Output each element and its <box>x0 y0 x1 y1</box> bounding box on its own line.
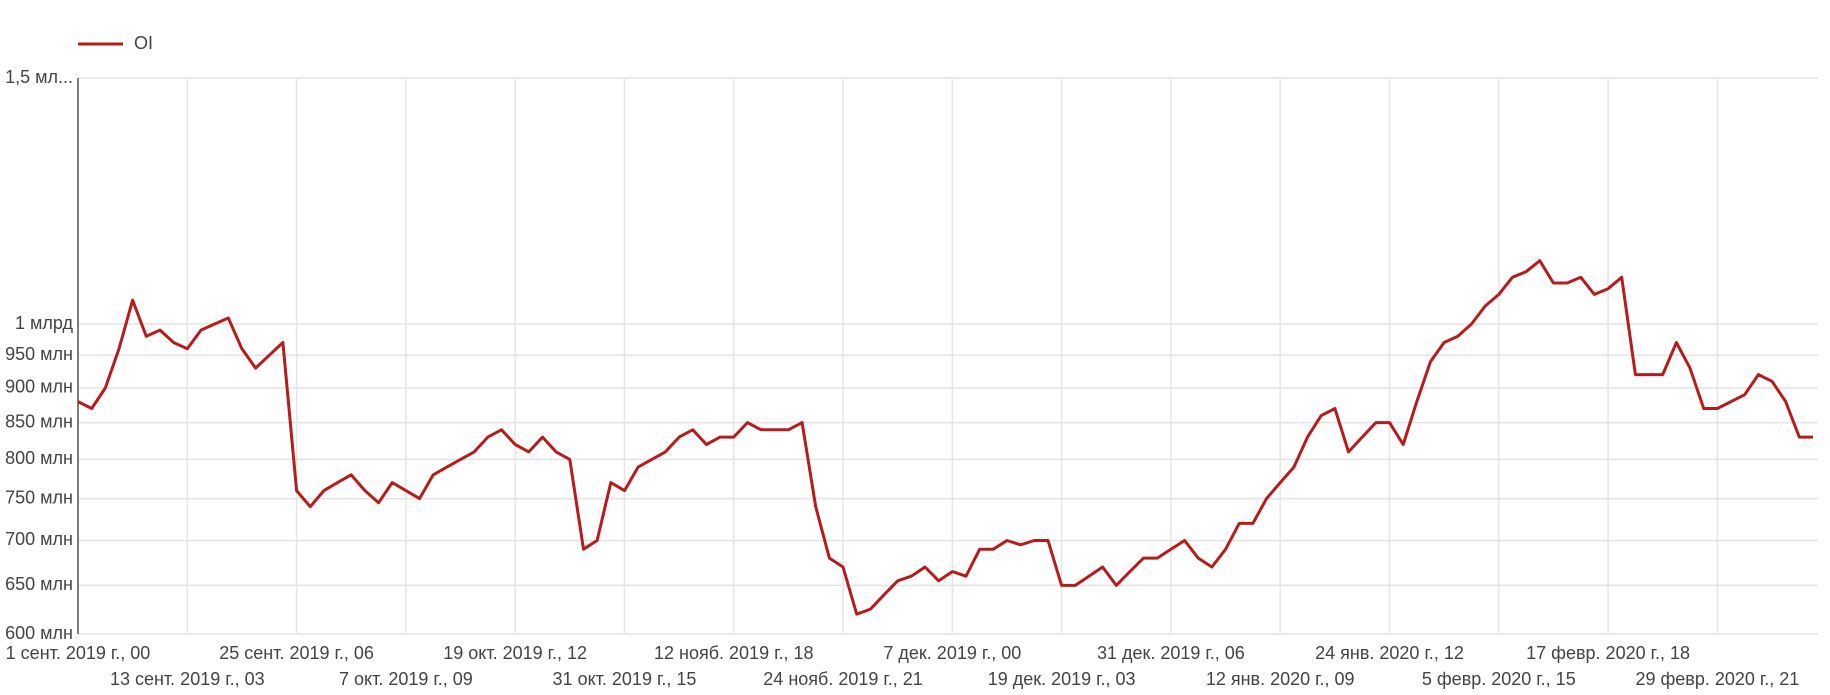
x-tick-label: 24 янв. 2020 г., 12 <box>1315 643 1464 663</box>
x-tick-label: 13 сент. 2019 г., 03 <box>110 669 265 689</box>
x-tick-label: 12 янв. 2020 г., 09 <box>1206 669 1355 689</box>
y-tick-label: 1 млрд <box>15 313 73 333</box>
x-tick-label: 1 сент. 2019 г., 00 <box>6 643 151 663</box>
x-tick-label: 17 февр. 2020 г., 18 <box>1526 643 1690 663</box>
y-tick-label: 900 млн <box>5 377 73 397</box>
y-tick-label: 700 млн <box>5 529 73 549</box>
legend-label: OI <box>134 33 153 53</box>
data-line <box>77 259 1813 616</box>
x-tick-label: 25 сент. 2019 г., 06 <box>219 643 374 663</box>
y-tick-label: 1,5 мл... <box>5 67 73 87</box>
y-tick-label: 800 млн <box>5 448 73 468</box>
y-tick-label: 850 млн <box>5 411 73 431</box>
x-tick-label: 31 дек. 2019 г., 06 <box>1097 643 1245 663</box>
y-tick-label: 750 млн <box>5 487 73 507</box>
x-tick-label: 7 окт. 2019 г., 09 <box>339 669 473 689</box>
y-tick-label: 650 млн <box>5 574 73 594</box>
x-tick-label: 29 февр. 2020 г., 21 <box>1635 669 1799 689</box>
x-tick-label: 31 окт. 2019 г., 15 <box>553 669 697 689</box>
x-tick-label: 5 февр. 2020 г., 15 <box>1422 669 1576 689</box>
x-tick-label: 24 нояб. 2019 г., 21 <box>763 669 922 689</box>
y-tick-label: 950 млн <box>5 344 73 364</box>
y-tick-label: 600 млн <box>5 623 73 643</box>
x-tick-label: 7 дек. 2019 г., 00 <box>883 643 1021 663</box>
x-tick-label: 19 дек. 2019 г., 03 <box>988 669 1136 689</box>
x-tick-label: 19 окт. 2019 г., 12 <box>443 643 587 663</box>
x-tick-label: 12 нояб. 2019 г., 18 <box>654 643 813 663</box>
